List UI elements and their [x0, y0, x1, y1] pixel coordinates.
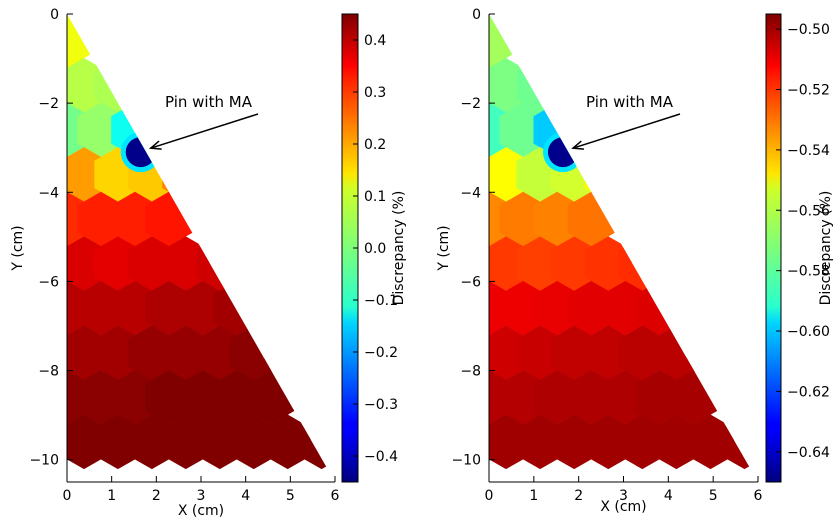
colorbar-tick-label: −0.50 — [787, 22, 830, 38]
pin-cell — [584, 147, 632, 202]
y-tick-label: −10 — [451, 453, 481, 469]
colorbar-tick-label: 0.4 — [364, 33, 386, 49]
colorbar-tick-label: 0.0 — [364, 241, 386, 257]
annotation-arrowhead-right — [571, 140, 584, 150]
pin-cells-right — [489, 14, 758, 470]
x-tick-label: 6 — [331, 488, 340, 504]
y-ticks-right: 0 −2 −4 −6 −8 −10 — [451, 7, 495, 482]
x-ticks-left: 0 1 2 3 4 5 6 — [63, 476, 340, 504]
colorbar-tick-label: 0.3 — [364, 85, 386, 101]
x-tick-label: 0 — [63, 488, 72, 504]
y-tick-label: 0 — [472, 7, 481, 23]
y-tick-label: −6 — [38, 274, 59, 290]
x-tick-label: 2 — [574, 488, 583, 504]
colorbar-tick-label: −0.60 — [787, 324, 830, 340]
colorbar-tick-label: −0.54 — [787, 143, 830, 159]
annotation-right: Pin with MA — [571, 93, 681, 150]
colorbar-ticks-left: 0.4 0.3 0.2 0.1 0.0 −0.1 −0.2 −0.3 −0.4 — [353, 33, 398, 465]
colorbar-ticks-right: −0.50 −0.52 −0.54 −0.56 −0.58 −0.60 −0.62 −0.64 — [776, 22, 830, 461]
y-axis-label-right: Y (cm) — [436, 225, 452, 271]
annotation-text-left: Pin with MA — [165, 93, 253, 111]
x-tick-label: 3 — [197, 488, 206, 504]
x-tick-label: 1 — [529, 488, 538, 504]
annotation-arrow-left — [150, 113, 259, 149]
pin-cells-left — [67, 14, 335, 470]
colorbar-tick-label: −0.1 — [364, 293, 398, 309]
ma-pin-cell — [125, 137, 156, 168]
y-tick-label: −8 — [38, 364, 59, 380]
colorbar-tick-label: −0.4 — [364, 449, 398, 465]
y-tick-label: −8 — [460, 364, 481, 380]
y-ticks-left: 0 −2 −4 −6 −8 −10 — [29, 7, 73, 482]
x-tick-label: 6 — [754, 488, 763, 504]
y-tick-label: −4 — [460, 185, 481, 201]
colorbar-tick-label: −0.58 — [787, 264, 830, 280]
colorbar-label-right: Discrepancy (%) — [818, 191, 834, 306]
pin-cell — [162, 147, 210, 202]
x-ticks-right: 0 1 2 3 4 5 6 — [485, 476, 763, 504]
colorbar-tick-label: −0.62 — [787, 384, 830, 400]
colorbar-tick-label: −0.2 — [364, 345, 398, 361]
colorbar-tick-label: −0.64 — [787, 445, 830, 461]
y-axis-label-left: Y (cm) — [10, 225, 26, 271]
x-axis-label-left: X (cm) — [178, 503, 224, 519]
x-tick-label: 4 — [664, 488, 673, 504]
colorbar-tick-label: 0.2 — [364, 137, 386, 153]
colorbar-tick-label: −0.3 — [364, 397, 398, 413]
colorbar-tick-label: −0.56 — [787, 203, 830, 219]
y-tick-label: −2 — [38, 96, 59, 112]
y-tick-label: −6 — [460, 274, 481, 290]
colorbar-right — [765, 13, 782, 483]
y-tick-label: −10 — [29, 453, 59, 469]
x-tick-label: 4 — [241, 488, 250, 504]
x-tick-label: 3 — [619, 488, 628, 504]
annotation-text-right: Pin with MA — [586, 93, 674, 111]
x-tick-label: 1 — [107, 488, 116, 504]
x-tick-label: 2 — [152, 488, 161, 504]
pin-cell — [297, 414, 335, 470]
y-tick-label: −4 — [38, 185, 59, 201]
x-tick-label: 0 — [485, 488, 494, 504]
pin-cell — [720, 414, 758, 470]
annotation-arrowhead-left — [148, 140, 162, 150]
colorbar-tick-label: 0.1 — [364, 189, 386, 205]
colorbar-label-left: Discrepancy (%) — [391, 191, 407, 306]
colorbar-tick-label: −0.52 — [787, 82, 830, 98]
ma-pin-cell — [547, 137, 578, 168]
y-tick-label: 0 — [50, 7, 59, 23]
panel-right: 0 1 2 3 4 5 6 0 −2 −4 −6 −8 −10 X (cm) Y (cm) −0.50… — [436, 7, 834, 515]
x-tick-label: 5 — [286, 488, 295, 504]
x-tick-label: 5 — [709, 488, 718, 504]
y-tick-label: −2 — [460, 96, 481, 112]
x-axis-label-right: X (cm) — [600, 499, 646, 515]
annotation-left: Pin with MA — [148, 93, 259, 150]
annotation-arrow-right — [572, 113, 681, 149]
